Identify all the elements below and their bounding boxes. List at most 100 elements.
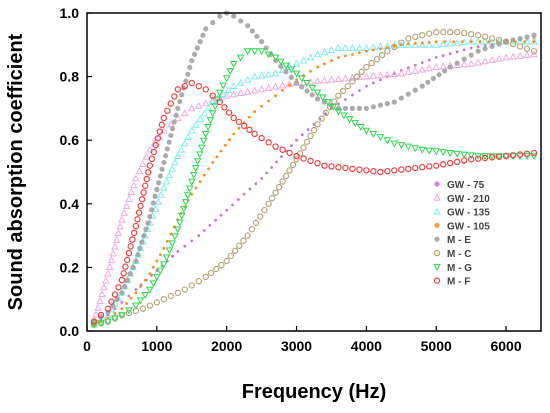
data-point (225, 109, 233, 116)
data-point (516, 151, 524, 158)
data-point (155, 180, 162, 186)
data-point (171, 119, 177, 125)
data-point (341, 43, 350, 51)
data-point (275, 183, 283, 191)
y-tick-label: 0.8 (60, 69, 80, 85)
data-point (426, 30, 433, 37)
data-point (140, 189, 147, 196)
legend-label: GW - 135 (447, 208, 490, 219)
data-point (173, 226, 182, 234)
data-point (487, 40, 491, 44)
data-point (174, 86, 181, 93)
data-point (257, 48, 266, 56)
data-point (135, 209, 143, 216)
data-point (132, 174, 140, 182)
data-point (152, 274, 161, 281)
data-point (363, 63, 370, 71)
data-point (145, 169, 152, 176)
data-point (530, 149, 538, 157)
data-point (320, 48, 329, 56)
data-point (207, 269, 215, 277)
data-point (349, 105, 356, 111)
data-point (271, 54, 280, 62)
data-point (300, 133, 304, 137)
data-point (116, 222, 125, 230)
data-point (306, 53, 315, 61)
data-point (468, 52, 474, 58)
data-point (495, 153, 503, 160)
data-point (132, 222, 140, 230)
data-point (147, 213, 153, 220)
data-point (413, 63, 417, 67)
data-point (148, 155, 156, 163)
data-point (202, 86, 209, 93)
data-point (217, 13, 223, 19)
data-point (391, 99, 397, 105)
data-point (349, 165, 356, 173)
data-point (120, 208, 129, 216)
data-point (198, 180, 202, 183)
data-point (171, 93, 178, 100)
data-point (439, 40, 448, 48)
data-point (191, 165, 200, 172)
data-point (469, 46, 473, 50)
data-point (272, 189, 279, 196)
data-point (179, 92, 185, 98)
data-point (453, 28, 461, 36)
data-point (516, 43, 524, 50)
data-point (278, 63, 284, 69)
data-point (250, 86, 259, 94)
data-point (509, 152, 517, 159)
legend-label: M - C (447, 249, 471, 260)
data-point (430, 75, 437, 82)
data-point (509, 153, 517, 161)
data-point (419, 32, 426, 39)
data-point (378, 78, 382, 82)
legend-marker (434, 181, 440, 187)
data-point (523, 40, 527, 44)
data-point (509, 40, 517, 48)
data-point (413, 42, 417, 45)
data-point (120, 300, 124, 304)
data-point (454, 60, 460, 66)
data-point (254, 33, 260, 39)
data-point (206, 117, 215, 125)
data-point (236, 78, 245, 86)
data-point (280, 155, 283, 158)
data-point (474, 155, 482, 162)
data-point (171, 254, 174, 258)
data-point (318, 115, 325, 122)
data-point (418, 65, 427, 73)
data-point (243, 48, 252, 56)
data-point (356, 166, 363, 173)
data-point (98, 290, 106, 298)
data-point (405, 91, 411, 97)
x-tick-label: 5000 (421, 338, 452, 354)
data-point (180, 109, 189, 117)
data-point (476, 45, 480, 49)
data-point (177, 98, 183, 105)
data-point (383, 70, 392, 78)
data-point (195, 82, 202, 90)
data-point (194, 186, 198, 190)
data-point (264, 51, 273, 59)
data-point (247, 115, 251, 119)
data-point (344, 82, 351, 90)
data-point (114, 296, 120, 302)
data-point (308, 84, 317, 92)
data-point (267, 99, 270, 103)
data-point (404, 40, 413, 48)
data-point (455, 50, 459, 54)
data-point (246, 126, 253, 134)
data-point (481, 154, 489, 162)
data-point (94, 303, 102, 311)
data-point (349, 78, 356, 85)
data-point (324, 99, 332, 107)
data-point (146, 286, 154, 294)
data-point (229, 90, 238, 98)
data-point (502, 38, 510, 45)
data-point (356, 123, 365, 131)
data-point (502, 53, 510, 61)
data-point (300, 144, 307, 151)
